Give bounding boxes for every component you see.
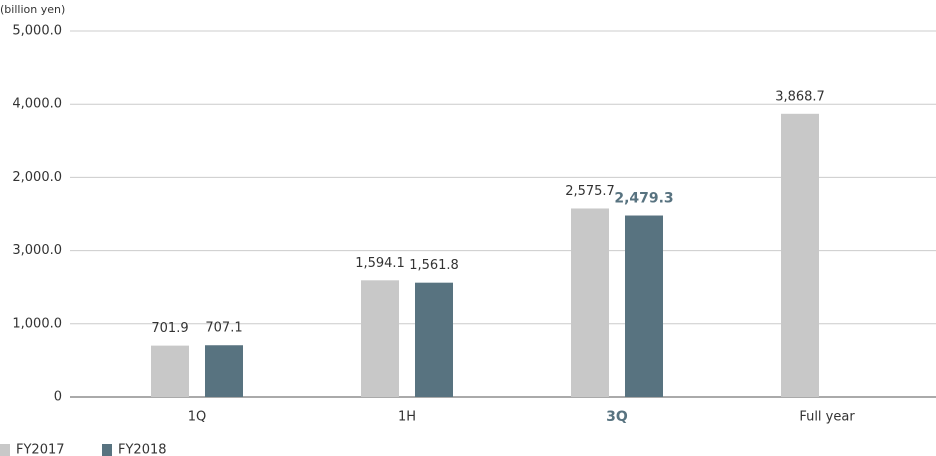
bar [151, 345, 189, 397]
value-label: 707.1 [205, 321, 242, 336]
y-tick-label: 1,000.0 [12, 316, 62, 331]
y-axis-label: (billion yen) [0, 3, 65, 16]
bar [205, 345, 243, 397]
x-tick-label: 3Q [606, 409, 628, 425]
bar [571, 208, 609, 397]
value-label: 701.9 [151, 321, 188, 336]
value-label: 3,868.7 [775, 89, 825, 104]
y-tick-label: 2,000.0 [12, 170, 62, 185]
bar [415, 282, 453, 397]
x-tick-label: 1Q [188, 410, 207, 425]
legend-swatch [102, 444, 112, 456]
value-label: 1,561.8 [409, 258, 459, 273]
y-tick-label: 3,000.0 [12, 243, 62, 258]
bar [625, 215, 663, 397]
bar [361, 280, 399, 397]
y-tick-label: 5,000.0 [12, 24, 62, 39]
bar [781, 113, 819, 397]
x-tick-label: 1H [398, 410, 416, 425]
x-tick-label: Full year [799, 410, 855, 425]
value-label: 2,479.3 [614, 191, 673, 207]
legend-label: FY2018 [118, 443, 167, 456]
value-label: 1,594.1 [355, 256, 405, 271]
legend-label: FY2017 [16, 443, 65, 456]
value-label: 2,575.7 [565, 184, 615, 199]
legend-swatch [0, 444, 10, 456]
y-tick-label: 4,000.0 [12, 97, 62, 112]
y-tick-label: 0 [54, 390, 62, 405]
